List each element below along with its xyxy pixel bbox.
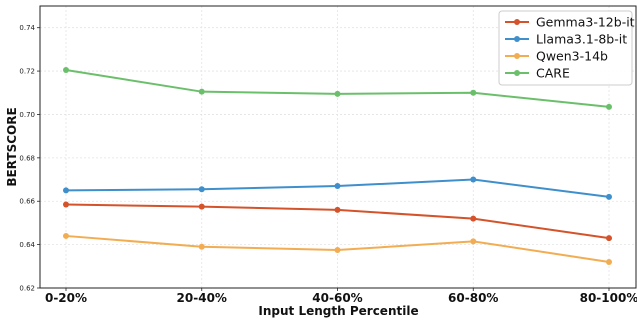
x-tick-label: 40-60% <box>312 291 362 305</box>
legend-label: Gemma3-12b-it <box>536 15 635 30</box>
x-tick-label: 20-40% <box>177 291 227 305</box>
y-tick-label: 0.74 <box>19 24 35 32</box>
data-point <box>470 176 477 183</box>
data-point <box>63 201 69 208</box>
legend-box <box>498 10 633 86</box>
data-point <box>334 90 341 97</box>
data-point <box>198 243 205 250</box>
legend-swatch-marker <box>514 19 520 25</box>
legend-swatch-marker <box>514 53 520 59</box>
series-group <box>63 66 612 265</box>
x-axis-ticks: 0-20% 20-40% 40-60% 60-80% 80-100% <box>45 288 637 305</box>
legend-item: Llama3.1-8b-it <box>505 32 627 47</box>
legend-swatch-marker <box>514 70 520 76</box>
data-point <box>334 183 341 190</box>
data-point <box>334 206 341 213</box>
legend-swatch-marker <box>514 36 520 42</box>
data-point <box>198 203 205 210</box>
data-point <box>470 215 477 222</box>
data-point <box>63 232 69 239</box>
series-gemma3-12b-it <box>63 201 612 242</box>
y-tick-label: 0.72 <box>19 68 35 76</box>
data-point <box>606 235 612 242</box>
series-qwen3-14b <box>63 232 612 265</box>
data-point <box>63 187 69 194</box>
data-point <box>198 88 205 95</box>
legend-item: Gemma3-12b-it <box>505 15 635 30</box>
plot-frame <box>39 5 637 289</box>
data-point <box>334 247 341 254</box>
data-point <box>198 186 205 193</box>
x-tick-label: 60-80% <box>448 291 498 305</box>
data-point <box>606 103 612 110</box>
y-tick-label: 0.66 <box>19 198 35 206</box>
legend: Gemma3-12b-it Llama3.1-8b-it Qwen3-14b CARE <box>498 10 635 86</box>
x-axis-label: Input Length Percentile <box>258 304 418 318</box>
x-tick-label: 80-100% <box>580 291 637 305</box>
y-tick-label: 0.62 <box>19 285 35 293</box>
legend-label: Qwen3-14b <box>536 49 608 64</box>
data-point <box>470 238 477 245</box>
y-axis-ticks: 0.62 0.64 0.66 0.68 0.70 0.72 0.74 <box>19 24 40 293</box>
legend-label: CARE <box>536 66 570 81</box>
data-point <box>606 193 612 200</box>
x-tick-label: 0-20% <box>45 291 87 305</box>
data-point <box>606 258 612 265</box>
legend-item: Qwen3-14b <box>505 49 608 64</box>
y-axis-label: BERTSCORE <box>5 107 19 186</box>
y-tick-label: 0.68 <box>19 154 35 162</box>
data-point <box>470 89 477 96</box>
legend-item: CARE <box>505 66 570 81</box>
series-care <box>63 66 612 110</box>
data-point <box>63 66 69 73</box>
legend-label: Llama3.1-8b-it <box>536 32 627 47</box>
y-tick-label: 0.70 <box>19 111 35 119</box>
y-tick-label: 0.64 <box>19 241 35 249</box>
series-llama3-1-8b-it <box>63 176 612 200</box>
